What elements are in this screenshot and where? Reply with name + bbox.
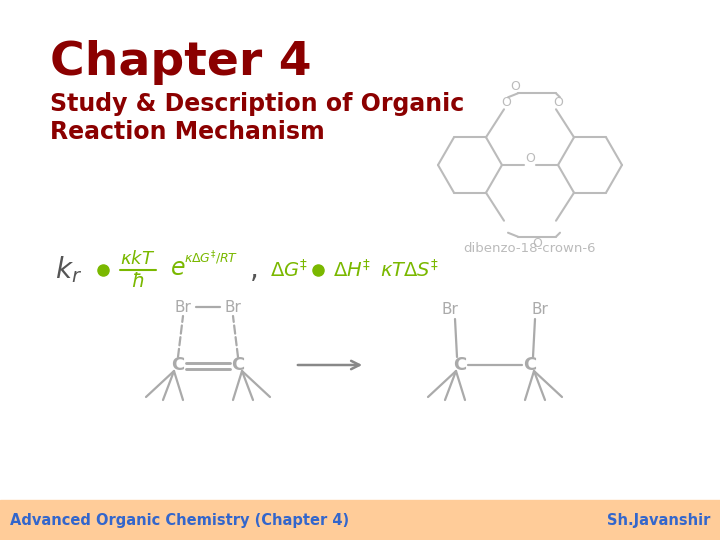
- Text: Study & Description of Organic: Study & Description of Organic: [50, 92, 464, 116]
- Text: $\Delta G^{\ddagger}$: $\Delta G^{\ddagger}$: [270, 259, 308, 281]
- Text: $\hbar$: $\hbar$: [131, 272, 145, 291]
- Text: Sh.Javanshir: Sh.Javanshir: [607, 512, 710, 528]
- Text: Br: Br: [531, 302, 549, 318]
- Text: Br: Br: [174, 300, 192, 314]
- Text: $\mathit{\kappa\Delta G^{\ddagger}/RT}$: $\mathit{\kappa\Delta G^{\ddagger}/RT}$: [184, 249, 238, 267]
- Text: dibenzo-18-crown-6: dibenzo-18-crown-6: [464, 242, 596, 255]
- Text: $\mathit{\kappa}kT$: $\mathit{\kappa}kT$: [120, 250, 156, 268]
- Text: Chapter 4: Chapter 4: [50, 40, 312, 85]
- Text: Br: Br: [441, 302, 459, 318]
- Text: Reaction Mechanism: Reaction Mechanism: [50, 120, 325, 144]
- Bar: [0, 500, 720, 540]
- Text: $\Delta H^{\ddagger}$: $\Delta H^{\ddagger}$: [333, 259, 371, 281]
- Text: O: O: [553, 96, 563, 109]
- Text: $\mathit{\kappa T}\Delta S^{\ddagger}$: $\mathit{\kappa T}\Delta S^{\ddagger}$: [380, 259, 438, 281]
- Text: O: O: [501, 96, 511, 109]
- Text: ,: ,: [250, 256, 259, 284]
- Text: Br: Br: [225, 300, 241, 314]
- Text: C: C: [231, 356, 245, 374]
- Text: C: C: [454, 356, 467, 374]
- Text: C: C: [523, 356, 536, 374]
- Text: O: O: [525, 152, 535, 165]
- Text: Advanced Organic Chemistry (Chapter 4): Advanced Organic Chemistry (Chapter 4): [10, 512, 349, 528]
- Text: C: C: [171, 356, 184, 374]
- Text: $k_r$: $k_r$: [55, 254, 82, 286]
- Text: O: O: [510, 80, 520, 93]
- Text: O: O: [532, 237, 542, 250]
- Text: $e$: $e$: [170, 256, 186, 280]
